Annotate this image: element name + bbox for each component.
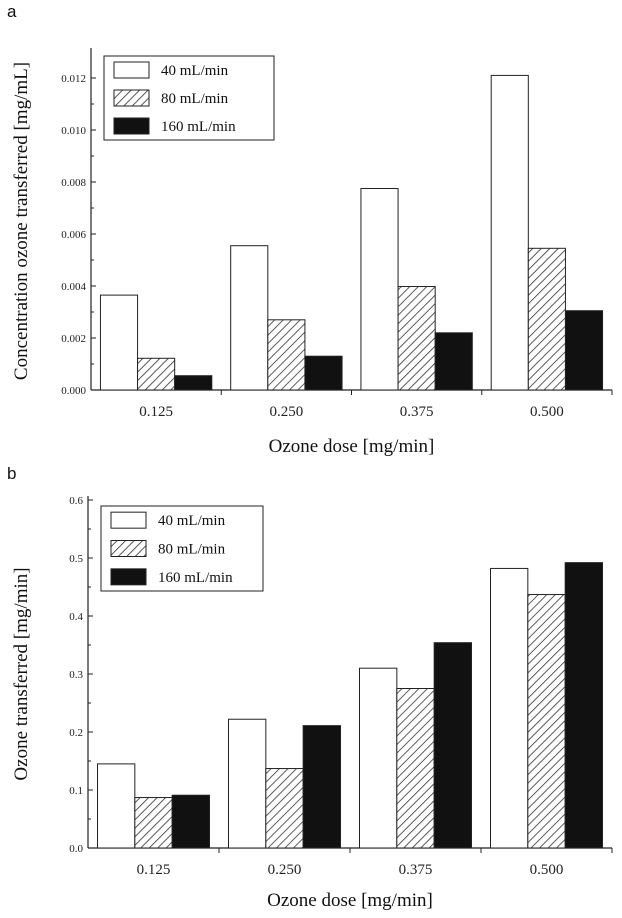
bar-160-ml-min-0.250 (302, 725, 342, 849)
bar-40-ml-min-0.250 (230, 245, 269, 391)
bar-80-ml-min-0.375 (396, 688, 435, 849)
chart-b: 0.0 0.1 0.2 0.3 0.4 0.5 0.6 0.125 0.250 0.375 0.50… (11, 495, 613, 911)
panel-a: a 0.000 0.002 0.004 0.006 0.008 0.010 0.012 0.1… (7, 2, 613, 457)
x-axis-label: Ozone dose [mg/min] (269, 436, 435, 457)
legend-swatch (113, 89, 150, 107)
legend-swatch (110, 540, 147, 557)
y-tick-label: 0.004 (61, 281, 86, 293)
x-tick-label: 0.250 (268, 862, 302, 878)
y-tick-label: 0.006 (61, 229, 86, 241)
legend-label: 80 mL/min (158, 542, 226, 558)
bar-40-ml-min-0.500 (489, 567, 529, 849)
bar-40-ml-min-0.250 (227, 718, 267, 849)
y-tick-label: 0.4 (69, 611, 83, 623)
y-tick-label: 0.012 (61, 73, 86, 85)
y-tick-label: 0.010 (61, 125, 86, 137)
y-axis-label: Concentration ozone transferred [mg/mL] (11, 62, 32, 380)
chart-a: 0.000 0.002 0.004 0.006 0.008 0.010 0.012 0.125… (11, 48, 613, 457)
x-axis-label: Ozone dose [mg/min] (267, 890, 433, 911)
legend-label: 80 mL/min (161, 91, 229, 107)
legend-label: 160 mL/min (158, 570, 233, 586)
bar-80-ml-min-0.500 (527, 247, 566, 391)
bar-160-ml-min-0.125 (171, 794, 211, 849)
legend-swatch (113, 61, 150, 79)
panel-b-letter: b (7, 464, 17, 483)
y-tick-label: 0.6 (69, 495, 83, 507)
y-tick-label: 0.0 (69, 843, 83, 855)
legend-swatch (113, 117, 150, 135)
bar-160-ml-min-0.500 (564, 562, 604, 849)
bar-80-ml-min-0.375 (397, 286, 436, 391)
y-tick-label: 0.1 (69, 785, 83, 797)
legend-swatch (110, 511, 147, 529)
bar-40-ml-min-0.125 (99, 294, 139, 391)
x-tick-label: 0.500 (530, 404, 564, 420)
y-tick-label: 0.2 (69, 727, 83, 739)
bar-40-ml-min-0.375 (360, 188, 399, 391)
bar-80-ml-min-0.250 (265, 768, 304, 849)
bar-160-ml-min-0.375 (434, 332, 473, 391)
legend-swatch (110, 568, 147, 586)
legend-label: 160 mL/min (161, 119, 236, 135)
legend-label: 40 mL/min (161, 63, 229, 79)
x-tick-label: 0.500 (530, 862, 564, 878)
bar-160-ml-min-0.125 (174, 375, 213, 391)
x-tick-label: 0.375 (400, 404, 434, 420)
bar-40-ml-min-0.125 (96, 763, 136, 849)
legend-label: 40 mL/min (158, 513, 226, 529)
bar-40-ml-min-0.500 (490, 74, 529, 391)
bar-160-ml-min-0.250 (304, 355, 343, 391)
y-tick-label: 0.008 (61, 177, 86, 189)
bar-80-ml-min-0.250 (267, 319, 306, 391)
y-tick-label: 0.5 (69, 553, 83, 565)
x-tick-label: 0.125 (137, 862, 171, 878)
y-axis-label: Ozone transferred [mg/min] (11, 567, 32, 780)
bar-160-ml-min-0.500 (564, 310, 604, 391)
panel-a-letter: a (7, 2, 17, 21)
y-tick-label: 0.3 (69, 669, 83, 681)
bar-80-ml-min-0.500 (527, 594, 566, 849)
x-tick-label: 0.250 (270, 404, 304, 420)
bar-80-ml-min-0.125 (137, 357, 176, 391)
panel-b: b 0.0 0.1 0.2 0.3 0.4 0.5 0.6 0.125 0.250 0.375 0.… (0, 462, 622, 918)
x-tick-label: 0.375 (399, 862, 433, 878)
bar-160-ml-min-0.375 (433, 642, 473, 849)
y-tick-label: 0.002 (61, 333, 86, 345)
y-tick-label: 0.000 (61, 385, 86, 397)
x-tick-label: 0.125 (139, 404, 173, 420)
bar-40-ml-min-0.375 (358, 667, 398, 849)
bar-80-ml-min-0.125 (134, 797, 173, 849)
